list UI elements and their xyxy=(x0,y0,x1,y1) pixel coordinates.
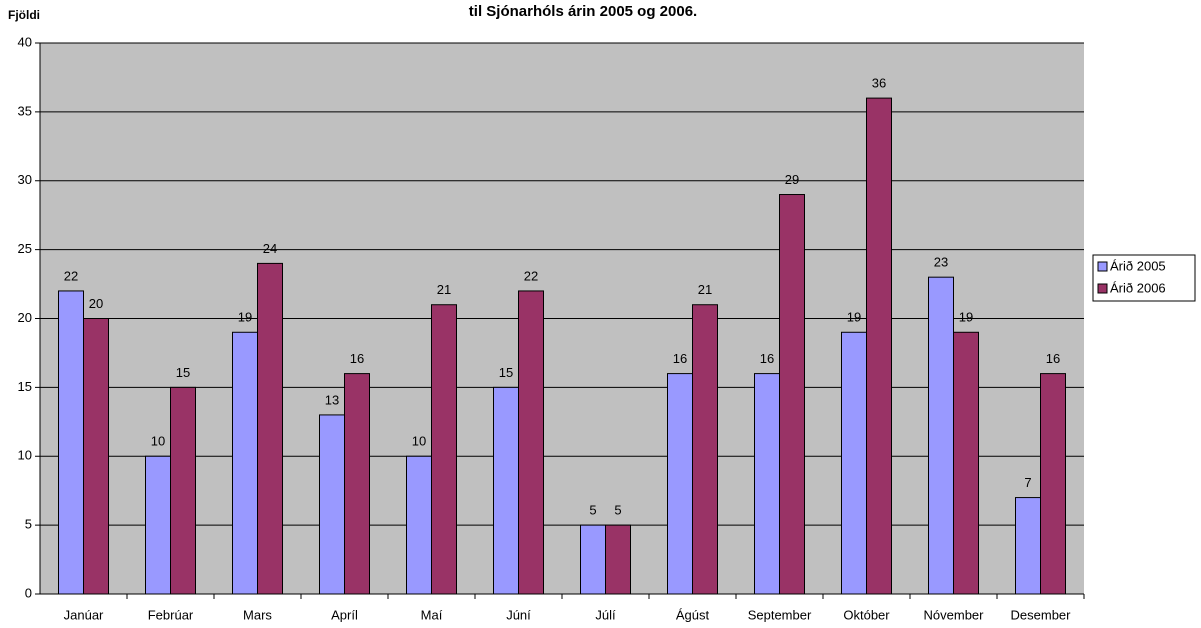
bar xyxy=(779,194,805,595)
x-tick-label: Apríl xyxy=(331,607,358,622)
y-tick-label: 0 xyxy=(25,585,32,600)
data-label: 10 xyxy=(412,434,426,449)
data-label: 22 xyxy=(524,268,538,283)
y-tick-label: 20 xyxy=(18,310,32,325)
x-tick-label: Janúar xyxy=(64,607,104,622)
bar xyxy=(145,455,171,595)
y-tick-label: 40 xyxy=(18,34,32,49)
x-tick-label: Júlí xyxy=(595,607,616,622)
data-label: 5 xyxy=(614,503,621,518)
x-tick-label: Desember xyxy=(1011,607,1072,622)
legend-box xyxy=(1092,254,1196,302)
bar xyxy=(431,304,457,595)
bar xyxy=(667,373,693,595)
y-axis-label: Fjöldi xyxy=(8,8,40,22)
bar xyxy=(866,97,892,595)
x-tick-label: Mars xyxy=(243,607,272,622)
bar xyxy=(493,386,519,595)
data-label: 22 xyxy=(64,268,78,283)
bar xyxy=(1040,373,1066,595)
bar xyxy=(319,414,345,595)
bar xyxy=(580,524,606,595)
bar xyxy=(754,373,780,595)
y-tick-label: 15 xyxy=(18,379,32,394)
bar xyxy=(83,318,109,595)
data-label: 15 xyxy=(499,365,513,380)
bar xyxy=(257,262,283,595)
data-label: 21 xyxy=(698,282,712,297)
data-label: 10 xyxy=(151,434,165,449)
legend-label: Árið 2006 xyxy=(1110,280,1166,295)
data-label: 16 xyxy=(350,351,364,366)
bar xyxy=(344,373,370,595)
data-label: 20 xyxy=(89,296,103,311)
x-tick-label: Maí xyxy=(421,607,443,622)
chart-title: til Sjónarhóls árin 2005 og 2006. xyxy=(469,3,697,20)
data-label: 15 xyxy=(176,365,190,380)
x-tick-label: Október xyxy=(843,607,890,622)
bar xyxy=(58,290,84,595)
data-label: 13 xyxy=(325,392,339,407)
x-tick-label: Febrúar xyxy=(148,607,194,622)
bar xyxy=(605,524,631,595)
bar xyxy=(518,290,544,595)
data-label: 16 xyxy=(673,351,687,366)
bar xyxy=(841,331,867,595)
y-tick-label: 10 xyxy=(18,448,32,463)
data-label: 23 xyxy=(934,255,948,270)
bar xyxy=(170,386,196,595)
bar xyxy=(928,276,954,595)
x-tick-label: Ágúst xyxy=(676,607,710,622)
x-tick-label: Júní xyxy=(506,607,531,622)
data-label: 21 xyxy=(437,282,451,297)
data-label: 36 xyxy=(872,76,886,91)
bar xyxy=(406,455,432,595)
data-label: 19 xyxy=(847,310,861,325)
x-tick-label: Nóvember xyxy=(924,607,985,622)
data-label: 5 xyxy=(589,503,596,518)
y-tick-label: 30 xyxy=(18,172,32,187)
data-label: 19 xyxy=(238,310,252,325)
legend-label: Árið 2005 xyxy=(1110,258,1166,273)
data-label: 29 xyxy=(785,172,799,187)
data-label: 19 xyxy=(959,310,973,325)
bar xyxy=(1015,497,1041,595)
data-label: 16 xyxy=(760,351,774,366)
data-label: 16 xyxy=(1046,351,1060,366)
bar xyxy=(953,331,979,595)
legend-swatch xyxy=(1097,261,1108,272)
y-tick-label: 5 xyxy=(25,517,32,532)
legend-swatch xyxy=(1097,283,1108,294)
y-tick-label: 35 xyxy=(18,103,32,118)
data-label: 7 xyxy=(1024,475,1031,490)
x-tick-label: September xyxy=(748,607,812,622)
bar xyxy=(232,331,258,595)
data-label: 24 xyxy=(263,241,277,256)
bar xyxy=(692,304,718,595)
y-tick-label: 25 xyxy=(18,241,32,256)
